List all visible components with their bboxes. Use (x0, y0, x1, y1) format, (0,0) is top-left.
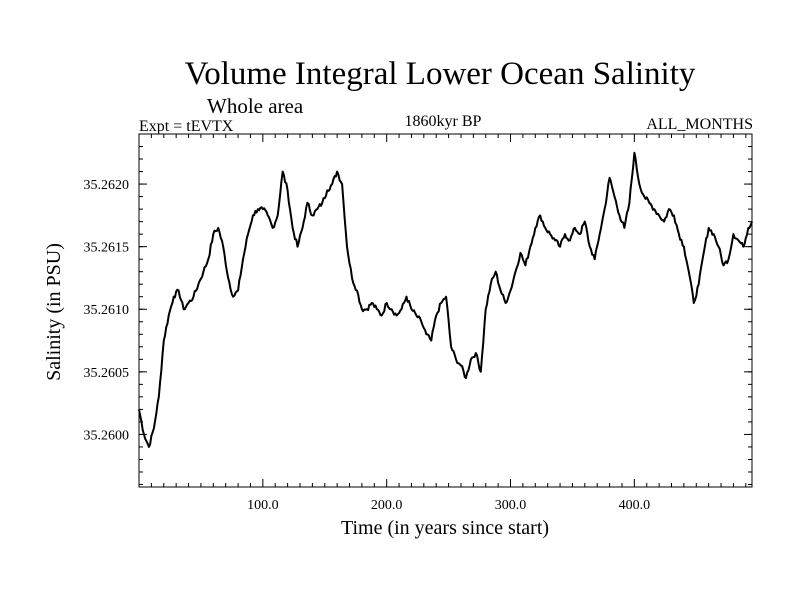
plot-frame (138, 133, 753, 488)
y-tick-label: 35.2605 (84, 366, 130, 381)
chart-subtitle: Whole area (207, 94, 304, 118)
x-tick-label: 200.0 (371, 498, 403, 513)
y-tick-label: 35.2610 (84, 303, 130, 318)
y-tick-label: 35.2620 (84, 178, 130, 193)
y-tick-label: 35.2615 (84, 241, 130, 256)
months-label: ALL_MONTHS (646, 116, 753, 133)
chart-title: Volume Integral Lower Ocean Salinity (185, 56, 696, 92)
x-tick-label: 400.0 (619, 498, 651, 513)
experiment-label: Expt = tEVTX (139, 118, 234, 135)
y-axis-label: Salinity (in PSU) (43, 243, 65, 381)
period-label: 1860kyr BP (405, 113, 482, 130)
x-axis-label: Time (in years since start) (341, 517, 549, 539)
salinity-series-line (138, 151, 753, 448)
x-tick-label: 300.0 (495, 498, 527, 513)
y-tick-label: 35.2600 (84, 428, 130, 443)
x-tick-label: 100.0 (247, 498, 279, 513)
x-axis: 100.0 200.0 300.0 400.0 (150, 134, 747, 513)
y-axis: 35.2600 35.2605 35.2610 35.2615 35.2620 (84, 146, 752, 485)
